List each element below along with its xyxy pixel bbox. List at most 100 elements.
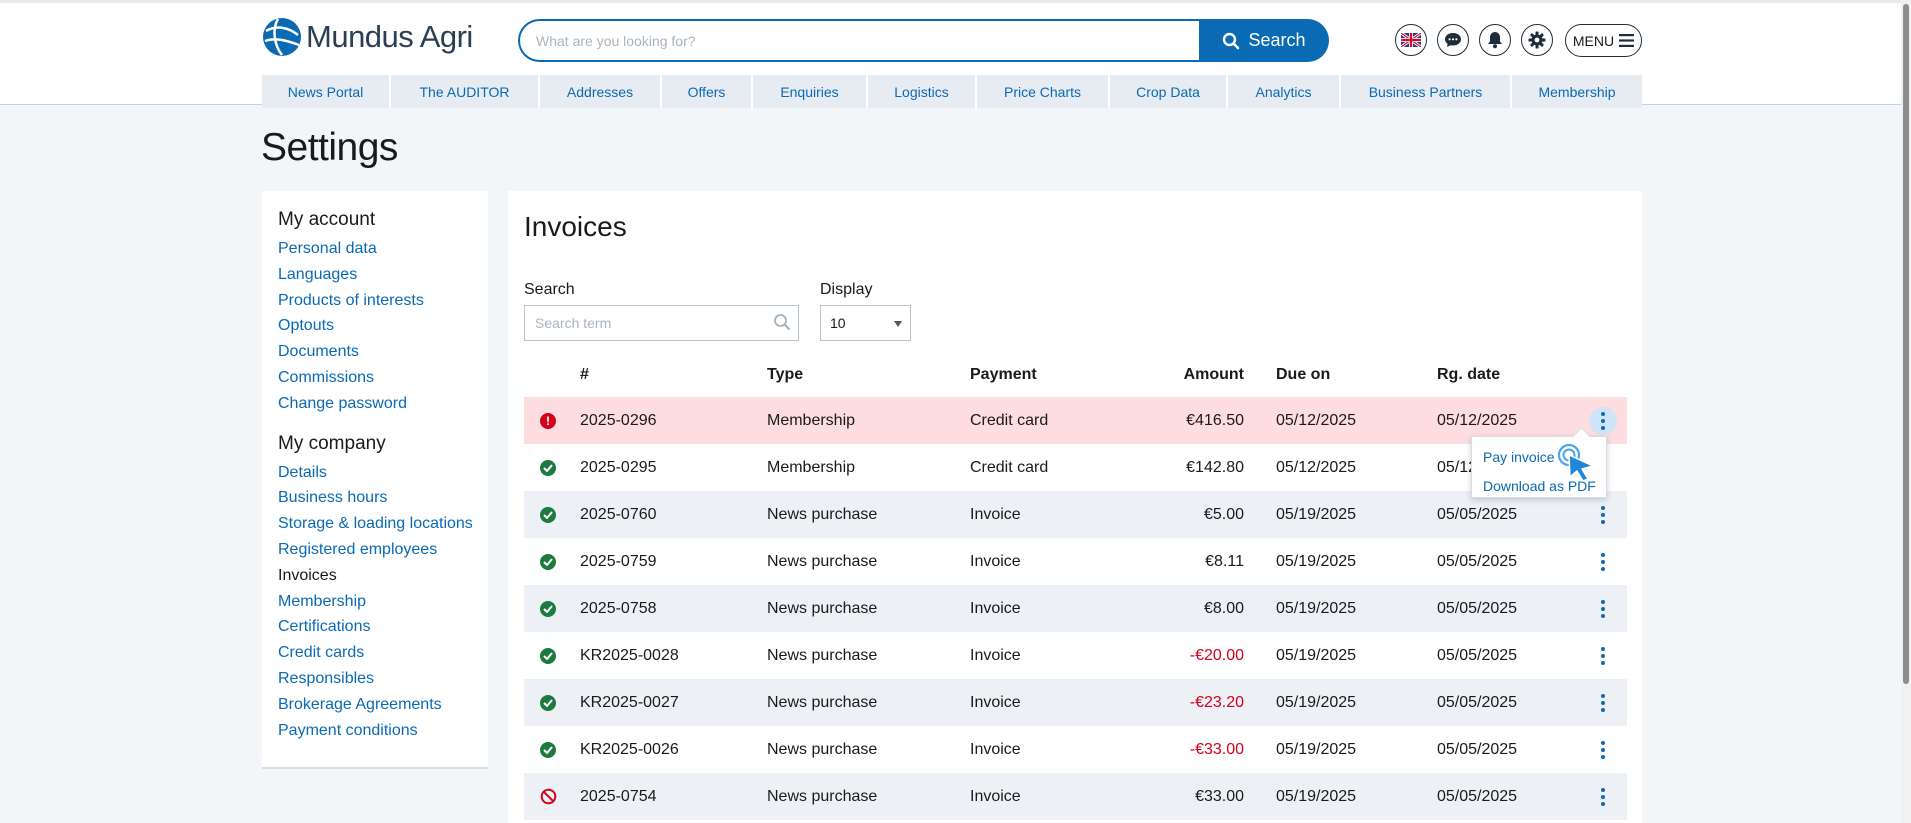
invoice-due-date: 05/19/2025: [1276, 740, 1357, 758]
column-header-due-on[interactable]: Due on: [1276, 366, 1331, 383]
globe-logo-icon: [263, 18, 301, 56]
invoice-payment: Credit card: [970, 458, 1049, 476]
table-row: KR2025-0028 News purchase Invoice -€20.0…: [524, 632, 1627, 679]
more-vertical-icon[interactable]: [1589, 642, 1617, 670]
nav-addresses[interactable]: Addresses: [540, 75, 662, 108]
more-vertical-icon[interactable]: [1589, 406, 1617, 435]
nav-offers[interactable]: Offers: [662, 75, 753, 108]
column-header-rg-date[interactable]: Rg. date: [1437, 366, 1501, 383]
more-vertical-icon[interactable]: [1589, 595, 1617, 623]
display-count-select[interactable]: 10: [820, 305, 911, 341]
column-header-amount[interactable]: Amount: [1183, 366, 1244, 383]
table-row: 2025-0295 Membership Credit card €142.80…: [524, 444, 1627, 491]
gear-icon: [1528, 31, 1546, 49]
more-vertical-icon[interactable]: [1589, 736, 1617, 764]
nav-news-portal[interactable]: News Portal: [262, 75, 391, 108]
column-header-type[interactable]: Type: [767, 366, 804, 383]
scrollbar-thumb[interactable]: [1903, 4, 1909, 684]
page-title: Settings: [261, 126, 398, 169]
invoice-rg-date: 05/05/2025: [1437, 740, 1518, 758]
invoice-payment: Invoice: [970, 599, 1021, 617]
nav-price-charts[interactable]: Price Charts: [977, 75, 1110, 108]
nav-logistics[interactable]: Logistics: [868, 75, 977, 108]
sidebar-item-commissions[interactable]: Commissions: [278, 368, 375, 386]
invoice-rg-date: 05/05/2025: [1437, 693, 1518, 711]
invoice-type: News purchase: [767, 505, 878, 523]
nav-enquiries[interactable]: Enquiries: [753, 75, 868, 108]
table-row: ! 2025-0296 Membership Credit card €416.…: [524, 397, 1627, 444]
search-button[interactable]: Search: [1199, 19, 1329, 62]
invoice-due-date: 05/19/2025: [1276, 693, 1357, 711]
sidebar-item-personal-data[interactable]: Personal data: [278, 240, 377, 257]
invoice-amount: €5.00: [1203, 505, 1244, 523]
hamburger-icon: [1619, 34, 1635, 47]
invoice-rg-date: 05/05/2025: [1437, 552, 1518, 570]
sidebar-item-registered-employees[interactable]: Registered employees: [278, 540, 438, 558]
sidebar-item-responsibles[interactable]: Responsibles: [278, 669, 375, 687]
sidebar-item-change-password[interactable]: Change password: [278, 394, 407, 412]
invoice-type: Membership: [767, 411, 856, 429]
nav-business-partners[interactable]: Business Partners: [1341, 75, 1512, 108]
column-header-payment[interactable]: Payment: [970, 366, 1037, 383]
invoice-rg-date: 05/12/2025: [1437, 411, 1518, 429]
download-pdf-menu-item[interactable]: Download as PDF: [1483, 478, 1596, 494]
invoice-payment: Invoice: [970, 646, 1021, 664]
invoice-type: News purchase: [767, 552, 878, 570]
invoices-table: # Type Payment Amount Due on Rg. date ! …: [524, 353, 1627, 820]
sidebar-item-payment-conditions[interactable]: Payment conditions: [278, 721, 418, 739]
nav-crop-data[interactable]: Crop Data: [1110, 75, 1228, 108]
invoice-search-input[interactable]: [524, 305, 799, 341]
check-status-icon: [540, 600, 556, 617]
row-actions: [1588, 679, 1618, 726]
more-vertical-icon[interactable]: [1589, 501, 1617, 529]
sidebar-item-invoices[interactable]: Invoices: [278, 566, 337, 584]
logo[interactable]: Mundus Agri: [262, 17, 473, 57]
sidebar-item-documents[interactable]: Documents: [278, 343, 359, 361]
table-row: KR2025-0027 News purchase Invoice -€23.2…: [524, 679, 1627, 726]
sidebar-item-products-of-interests[interactable]: Products of interests: [278, 291, 424, 309]
column-header-number[interactable]: #: [580, 366, 589, 383]
sidebar-item-certifications[interactable]: Certifications: [278, 618, 371, 636]
messages-button[interactable]: [1437, 24, 1469, 56]
invoice-type: News purchase: [767, 693, 878, 711]
invoice-amount: -€23.20: [1189, 693, 1244, 711]
invoice-payment: Invoice: [970, 552, 1021, 570]
invoice-type: News purchase: [767, 599, 878, 617]
table-row: 2025-0754 News purchase Invoice €33.00 0…: [524, 773, 1627, 820]
main-nav: News Portal The AUDITOR Addresses Offers…: [262, 75, 1642, 108]
sidebar-item-credit-cards[interactable]: Credit cards: [278, 644, 365, 662]
invoice-due-date: 05/19/2025: [1276, 787, 1357, 805]
nav-the-auditor[interactable]: The AUDITOR: [391, 75, 540, 108]
menu-label: MENU: [1572, 32, 1615, 49]
sidebar-item-brokerage-agreements[interactable]: Brokerage Agreements: [278, 695, 442, 713]
sidebar-item-optouts[interactable]: Optouts: [278, 317, 335, 335]
invoice-number: 2025-0758: [580, 599, 657, 617]
more-vertical-icon[interactable]: [1589, 783, 1617, 811]
invoice-payment: Invoice: [970, 740, 1021, 758]
table-header: # Type Payment Amount Due on Rg. date: [524, 353, 1627, 397]
sidebar-item-business-hours[interactable]: Business hours: [278, 489, 388, 507]
cancelled-status-icon: [540, 788, 557, 805]
chat-icon: [1445, 33, 1461, 47]
sidebar-item-languages[interactable]: Languages: [278, 265, 358, 283]
sidebar-item-membership[interactable]: Membership: [278, 592, 367, 610]
invoice-amount: €142.80: [1186, 458, 1244, 476]
invoice-number: 2025-0295: [580, 458, 657, 476]
sidebar-item-details[interactable]: Details: [278, 463, 327, 481]
global-search-input[interactable]: [518, 19, 1199, 62]
invoice-due-date: 05/12/2025: [1276, 411, 1357, 429]
invoice-rg-date: 05/05/2025: [1437, 505, 1518, 523]
display-label: Display: [820, 281, 873, 298]
notifications-button[interactable]: [1479, 24, 1511, 56]
pay-invoice-menu-item[interactable]: Pay invoice: [1483, 449, 1555, 465]
language-button[interactable]: [1395, 24, 1427, 56]
nav-membership[interactable]: Membership: [1538, 83, 1616, 100]
main-menu-button[interactable]: MENU: [1565, 24, 1642, 57]
invoice-payment: Invoice: [970, 787, 1021, 805]
page-scrollbar[interactable]: [1901, 0, 1911, 823]
settings-button[interactable]: [1521, 24, 1553, 56]
sidebar-item-storage-loading-locations[interactable]: Storage & loading locations: [278, 515, 473, 533]
nav-analytics[interactable]: Analytics: [1228, 75, 1341, 108]
more-vertical-icon[interactable]: [1589, 548, 1617, 576]
more-vertical-icon[interactable]: [1589, 689, 1617, 717]
